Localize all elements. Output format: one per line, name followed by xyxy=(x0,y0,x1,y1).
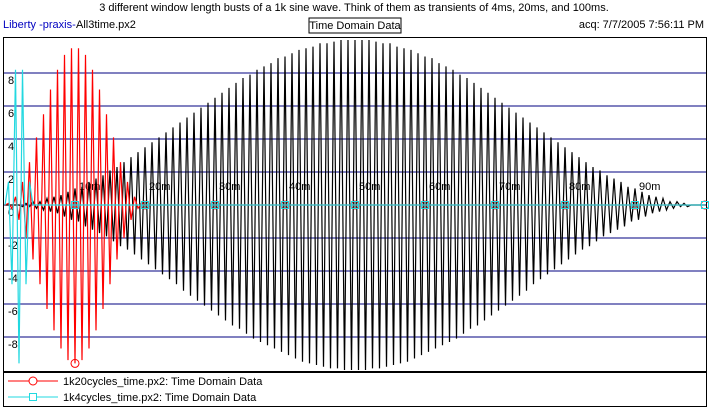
legend-label: 1k4cycles_time.px2: Time Domain Data xyxy=(63,392,257,404)
chart-title: 3 different window length busts of a 1k … xyxy=(99,2,609,14)
legend-frame xyxy=(3,372,707,407)
plot-frame xyxy=(3,37,707,372)
y-tick-label: -8 xyxy=(8,339,18,351)
y-tick-label: 6 xyxy=(8,108,14,120)
marker xyxy=(421,201,429,209)
y-tick-label: 0 xyxy=(8,207,14,219)
legend-marker xyxy=(29,393,37,401)
y-tick-label: 8 xyxy=(8,75,14,87)
file-name: All3time.px2 xyxy=(76,19,136,31)
x-tick-label: 90m xyxy=(639,181,660,193)
marker xyxy=(281,201,289,209)
series-line xyxy=(5,39,705,371)
marker xyxy=(211,201,219,209)
marker xyxy=(561,201,569,209)
marker xyxy=(70,358,80,368)
marker xyxy=(631,201,639,209)
y-tick-label: 2 xyxy=(8,174,14,186)
y-tick-label: 4 xyxy=(8,141,14,153)
y-tick-label: -4 xyxy=(8,273,18,285)
y-tick-label: -6 xyxy=(8,306,18,318)
marker xyxy=(491,201,499,209)
series-line xyxy=(4,69,705,364)
app-name: Liberty -praxis- xyxy=(3,19,76,31)
view-box xyxy=(308,17,402,34)
marker xyxy=(71,201,79,209)
legend-label: 1k20cycles_time.px2: Time Domain Data xyxy=(63,376,263,388)
view-name: Time Domain Data xyxy=(309,20,401,32)
acquired: acq: 7/7/2005 7:56:11 PM xyxy=(579,19,704,31)
marker xyxy=(141,201,149,209)
legend-marker xyxy=(28,376,38,386)
marker xyxy=(351,201,359,209)
